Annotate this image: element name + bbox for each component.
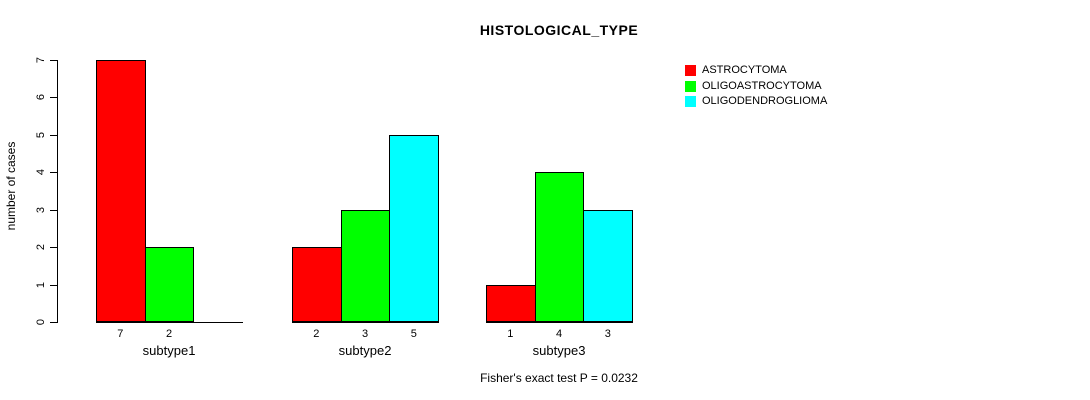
bar-oligodendroglioma-subtype3 (583, 209, 634, 322)
bar-count-label: 3 (604, 328, 611, 340)
bar-oligodendroglioma-subtype2 (389, 134, 440, 322)
y-tick-label: 3 (35, 206, 47, 214)
y-tick (50, 322, 57, 323)
legend-row: OLIGODENDROGLIOMA (685, 96, 827, 107)
category-label: subtype1 (142, 343, 196, 358)
legend-label: OLIGODENDROGLIOMA (702, 95, 828, 107)
legend-swatch-astrocytoma (685, 65, 696, 76)
y-tick (50, 172, 57, 173)
legend-row: ASTROCYTOMA (685, 65, 787, 76)
legend-row: OLIGOASTROCYTOMA (685, 79, 822, 92)
category-label: subtype3 (532, 343, 586, 358)
chart-title: HISTOLOGICAL_TYPE (479, 22, 639, 38)
y-tick (50, 135, 57, 136)
y-tick-label: 1 (35, 281, 47, 289)
y-tick (50, 60, 57, 61)
x-baseline (96, 322, 244, 323)
bar-count-label: 4 (555, 328, 563, 340)
bar-astrocytoma-subtype2 (292, 247, 342, 322)
x-baseline (292, 322, 440, 323)
legend-swatch-oligoastrocytoma (685, 80, 696, 92)
bar-count-label: 7 (117, 328, 124, 340)
y-tick-label: 0 (35, 318, 47, 326)
bar-astrocytoma-subtype1 (96, 60, 146, 322)
y-tick-label: 6 (35, 93, 47, 101)
legend-label: OLIGOASTROCYTOMA (702, 79, 822, 92)
legend-swatch-oligodendroglioma (685, 96, 696, 107)
bar-astrocytoma-subtype3 (486, 284, 536, 322)
bar-count-label: 2 (165, 328, 173, 340)
category-label: subtype2 (338, 343, 392, 358)
y-tick (50, 97, 57, 98)
y-tick-label: 7 (35, 56, 47, 64)
bar-count-label: 2 (313, 328, 320, 340)
bar-count-label: 5 (410, 328, 417, 340)
y-axis-line (57, 60, 58, 323)
x-baseline (486, 322, 634, 323)
y-tick-label: 2 (35, 243, 47, 251)
bar-count-label: 3 (361, 328, 369, 340)
y-tick (50, 285, 57, 286)
y-tick (50, 247, 57, 248)
bar-oligoastrocytoma-subtype1 (144, 247, 195, 322)
bar-oligoastrocytoma-subtype3 (534, 172, 585, 322)
bar-count-label: 1 (507, 328, 514, 340)
y-tick (50, 210, 57, 211)
annotation-text: Fisher's exact test P = 0.0232 (480, 371, 638, 385)
bar-oligoastrocytoma-subtype2 (340, 209, 391, 322)
y-axis-label: number of cases (4, 141, 18, 231)
y-tick-label: 4 (35, 168, 47, 176)
legend-label: ASTROCYTOMA (702, 64, 787, 76)
y-tick-label: 5 (35, 131, 47, 139)
